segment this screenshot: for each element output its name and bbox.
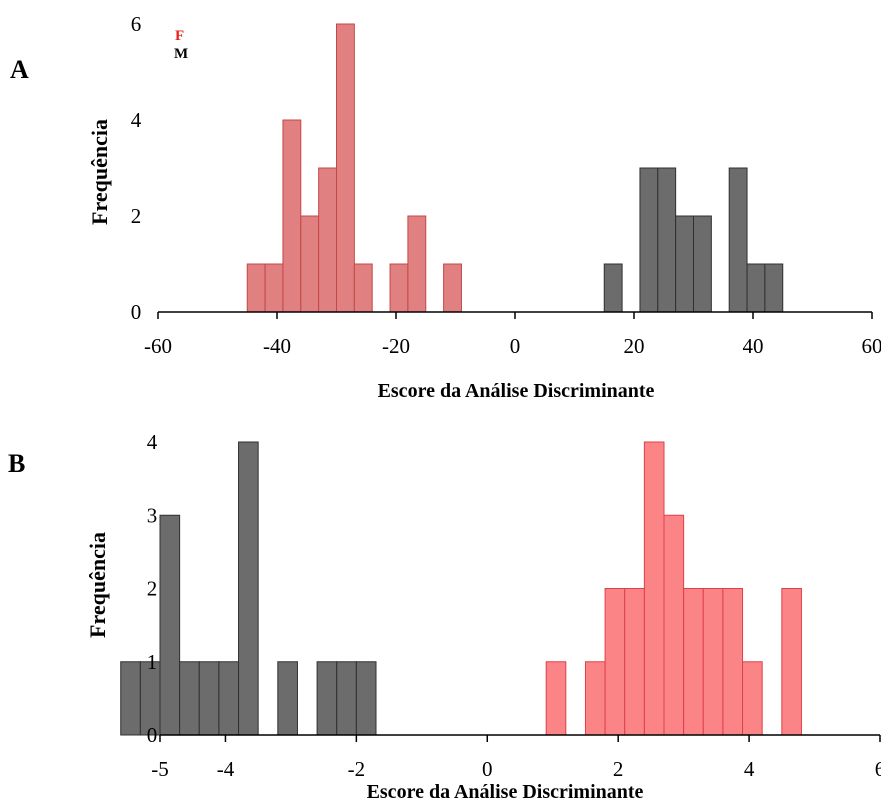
- chart-b-bar-f: [702, 588, 724, 736]
- chart-a-bar-m: [675, 215, 695, 313]
- chart-a-x-ticks: -60 -40 -20 0 20 40 60: [144, 312, 881, 358]
- chart-a-x-tick-label: -60: [144, 334, 172, 358]
- chart-b-bar-f: [742, 661, 763, 736]
- chart-a-bar-f: [353, 263, 373, 313]
- chart-a-bar-m: [728, 167, 748, 313]
- panel-label-a: A: [10, 55, 29, 84]
- chart-b-bar-f: [663, 514, 685, 736]
- panel-label-b: B: [8, 449, 25, 478]
- chart-a-x-axis-label: Escore da Análise Discriminante: [378, 380, 655, 402]
- chart-a-y-ticks: 0 2 4 6: [131, 12, 142, 324]
- chart-a-bar-f: [407, 215, 427, 313]
- chart-b-y-tick-label: 4: [147, 430, 158, 454]
- chart-a-y-tick-label: 4: [131, 108, 142, 132]
- chart-b-bar-f: [604, 588, 626, 736]
- chart-b-bar-f: [545, 661, 567, 736]
- chart-a-y-tick-label: 6: [131, 12, 142, 36]
- chart-a-x-tick-label: -20: [382, 334, 410, 358]
- chart-b-bar-m: [179, 661, 200, 736]
- chart-b-x-tick-label: 6: [875, 757, 881, 781]
- chart-a-y-axis-label: Frequência: [87, 119, 112, 225]
- chart-b-x-tick-label: 0: [482, 757, 493, 781]
- chart-a-bar-m: [657, 167, 677, 313]
- chart-b-bar-m: [336, 661, 357, 736]
- chart-b-bar-f: [643, 441, 665, 736]
- chart-a-bar-f: [318, 167, 337, 313]
- chart-b-bar-m: [355, 661, 377, 736]
- legend-f-label: F: [175, 28, 184, 44]
- legend-m-label: M: [174, 46, 188, 62]
- chart-a-x-tick-label: 40: [743, 334, 764, 358]
- chart-b-y-tick-label: 2: [147, 577, 158, 601]
- chart-b-bar-m: [316, 661, 338, 736]
- chart-a-bar-m: [603, 263, 623, 313]
- chart-a-x-tick-label: -40: [263, 334, 291, 358]
- chart-a-bar-f: [282, 119, 302, 313]
- chart-a-y-tick-label: 2: [131, 204, 142, 228]
- chart-b-bar-m: [120, 661, 141, 736]
- chart-b-bars: [120, 441, 802, 736]
- chart-b-y-tick-label: 1: [147, 650, 158, 674]
- chart-b-x-tick-label: -5: [151, 757, 169, 781]
- chart-b-bar-f: [624, 588, 645, 736]
- chart-b-bar-m: [238, 441, 259, 736]
- chart-b-bar-f: [584, 661, 606, 736]
- chart-a-bar-m: [639, 167, 659, 313]
- chart-b-y-axis-label: Frequência: [85, 532, 110, 638]
- chart-b-bar-m: [159, 514, 181, 736]
- chart-a-bar-f: [246, 263, 266, 313]
- chart-a-bar-m: [746, 263, 766, 313]
- chart-b-bar-m: [198, 661, 220, 736]
- chart-b-y-tick-label: 0: [147, 723, 158, 747]
- chart-b-bar-m: [277, 661, 298, 736]
- chart-b-x-ticks: -5 -4 -2 0 2 4 6: [151, 735, 881, 781]
- chart-b-x-tick-label: -4: [217, 757, 235, 781]
- chart-b-bar-f: [722, 588, 744, 736]
- chart-b-bar-m: [218, 661, 240, 736]
- chart-a-bar-m: [764, 263, 784, 313]
- chart-b-x-tick-label: -2: [348, 757, 366, 781]
- chart-a-x-tick-label: 20: [624, 334, 645, 358]
- chart-a-y-tick-label: 0: [131, 300, 142, 324]
- chart-a-bar-m: [693, 215, 712, 313]
- chart-b-x-tick-label: 4: [744, 757, 755, 781]
- chart-a-bar-f: [389, 263, 409, 313]
- chart-a-x-tick-label: 0: [510, 334, 521, 358]
- chart-a-bar-f: [336, 23, 355, 313]
- chart-a-bar-f: [443, 263, 462, 313]
- chart-a-bars: [246, 23, 784, 313]
- chart-b-y-ticks: 0 1 2 3 4: [147, 430, 158, 747]
- chart-b-bar-f: [683, 588, 704, 736]
- chart-b-x-axis-label: Escore da Análise Discriminante: [367, 781, 644, 803]
- chart-a-bar-f: [264, 263, 284, 313]
- chart-b-bar-f: [781, 588, 802, 736]
- chart-a-bar-f: [300, 215, 320, 313]
- histogram-chart-b: -5 -4 -2 0 2 4 6 0 1 2 3 4 Escore da Análise Discr…: [85, 430, 881, 803]
- histogram-chart-a: -60 -40 -20 0 20 40 60 0 2 4 6 Escore da Análise …: [87, 12, 881, 402]
- chart-a-x-tick-label: 60: [862, 334, 881, 358]
- chart-b-x-tick-label: 2: [613, 757, 624, 781]
- chart-b-y-tick-label: 3: [147, 503, 158, 527]
